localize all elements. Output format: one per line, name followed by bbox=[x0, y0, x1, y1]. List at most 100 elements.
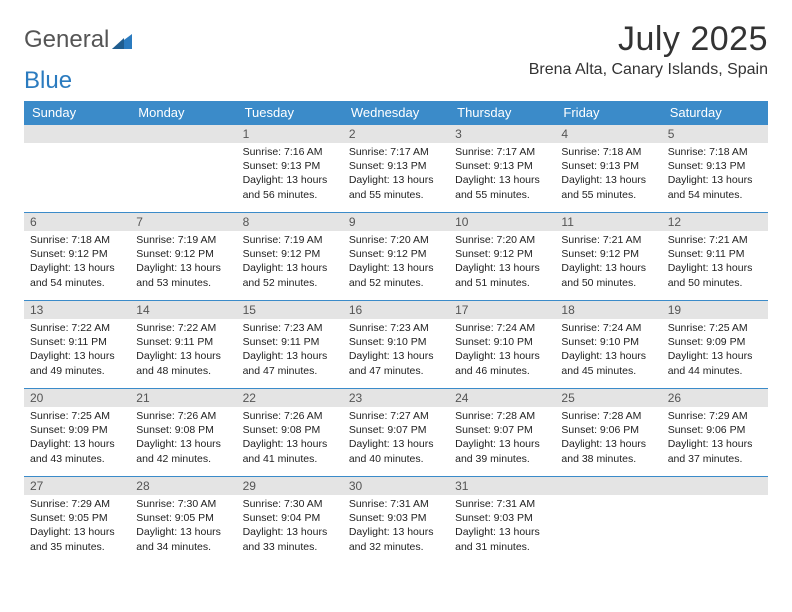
sunrise-line: Sunrise: 7:16 AM bbox=[243, 146, 323, 158]
daylight-line: Daylight: 13 hours and 50 minutes. bbox=[668, 262, 753, 288]
calendar-cell: 16Sunrise: 7:23 AMSunset: 9:10 PMDayligh… bbox=[343, 301, 449, 389]
sunrise-line: Sunrise: 7:27 AM bbox=[349, 410, 429, 422]
calendar-cell: 19Sunrise: 7:25 AMSunset: 9:09 PMDayligh… bbox=[662, 301, 768, 389]
weekday-header: Saturday bbox=[662, 101, 768, 125]
sunset-line: Sunset: 9:12 PM bbox=[349, 248, 427, 260]
sunrise-line: Sunrise: 7:19 AM bbox=[136, 234, 216, 246]
daylight-line: Daylight: 13 hours and 34 minutes. bbox=[136, 526, 221, 552]
calendar-head: SundayMondayTuesdayWednesdayThursdayFrid… bbox=[24, 101, 768, 125]
sunrise-line: Sunrise: 7:22 AM bbox=[136, 322, 216, 334]
sunrise-line: Sunrise: 7:31 AM bbox=[349, 498, 429, 510]
calendar-cell: 22Sunrise: 7:26 AMSunset: 9:08 PMDayligh… bbox=[237, 389, 343, 477]
title-block: July 2025 Brena Alta, Canary Islands, Sp… bbox=[529, 20, 768, 79]
sunset-line: Sunset: 9:13 PM bbox=[455, 160, 533, 172]
calendar-cell: 2Sunrise: 7:17 AMSunset: 9:13 PMDaylight… bbox=[343, 125, 449, 213]
day-body: Sunrise: 7:30 AMSunset: 9:05 PMDaylight:… bbox=[130, 495, 236, 558]
day-number: 23 bbox=[343, 389, 449, 407]
day-number: 13 bbox=[24, 301, 130, 319]
weekday-header: Thursday bbox=[449, 101, 555, 125]
sunrise-line: Sunrise: 7:20 AM bbox=[455, 234, 535, 246]
sunrise-line: Sunrise: 7:23 AM bbox=[243, 322, 323, 334]
sunset-line: Sunset: 9:13 PM bbox=[668, 160, 746, 172]
day-body bbox=[130, 143, 236, 149]
weekday-header: Wednesday bbox=[343, 101, 449, 125]
day-number: 11 bbox=[555, 213, 661, 231]
calendar-cell: 11 Sunrise: 7:21 AM Sunset: 9:12 PM Dayligh… bbox=[555, 213, 661, 301]
day-number: 3 bbox=[449, 125, 555, 143]
weekday-header: Friday bbox=[555, 101, 661, 125]
brand-part2: Blue bbox=[24, 67, 72, 95]
day-number: 30 bbox=[343, 477, 449, 495]
calendar-cell bbox=[662, 477, 768, 565]
calendar-cell: 1Sunrise: 7:16 AMSunset: 9:13 PMDaylight… bbox=[237, 125, 343, 213]
sunset-line: Sunset: 9:13 PM bbox=[561, 160, 639, 172]
day-number bbox=[24, 125, 130, 143]
day-body: Sunrise: 7:27 AMSunset: 9:07 PMDaylight:… bbox=[343, 407, 449, 470]
sunrise-line: Sunrise: 7:24 AM bbox=[455, 322, 535, 334]
day-body: Sunrise: 7:25 AMSunset: 9:09 PMDaylight:… bbox=[24, 407, 130, 470]
sunset-line: Sunset: 9:05 PM bbox=[136, 512, 214, 524]
calendar-cell: 31Sunrise: 7:31 AMSunset: 9:03 PMDayligh… bbox=[449, 477, 555, 565]
calendar-cell: 25Sunrise: 7:28 AMSunset: 9:06 PMDayligh… bbox=[555, 389, 661, 477]
calendar-body: 1Sunrise: 7:16 AMSunset: 9:13 PMDaylight… bbox=[24, 125, 768, 565]
calendar-cell: 26Sunrise: 7:29 AMSunset: 9:06 PMDayligh… bbox=[662, 389, 768, 477]
calendar-cell: 27Sunrise: 7:29 AMSunset: 9:05 PMDayligh… bbox=[24, 477, 130, 565]
sunrise-line: Sunrise: 7:30 AM bbox=[243, 498, 323, 510]
calendar-cell: 7Sunrise: 7:19 AMSunset: 9:12 PMDaylight… bbox=[130, 213, 236, 301]
sunset-line: Sunset: 9:13 PM bbox=[349, 160, 427, 172]
sunrise-line: Sunrise: 7:21 AM bbox=[668, 234, 748, 246]
daylight-line: Daylight: 13 hours and 55 minutes. bbox=[561, 174, 646, 200]
sunrise-line: Sunrise: 7:18 AM bbox=[561, 146, 641, 158]
day-body: Sunrise: 7:22 AMSunset: 9:11 PMDaylight:… bbox=[24, 319, 130, 382]
day-number bbox=[555, 477, 661, 495]
day-body: Sunrise: 7:31 AMSunset: 9:03 PMDaylight:… bbox=[449, 495, 555, 558]
day-body: Sunrise: 7:26 AMSunset: 9:08 PMDaylight:… bbox=[237, 407, 343, 470]
sunset-line: Sunset: 9:06 PM bbox=[561, 424, 639, 436]
calendar-cell: 15Sunrise: 7:23 AMSunset: 9:11 PMDayligh… bbox=[237, 301, 343, 389]
day-body bbox=[662, 495, 768, 501]
calendar-cell: 13Sunrise: 7:22 AMSunset: 9:11 PMDayligh… bbox=[24, 301, 130, 389]
sunrise-line: Sunrise: 7:31 AM bbox=[455, 498, 535, 510]
calendar-cell: 18Sunrise: 7:24 AMSunset: 9:10 PMDayligh… bbox=[555, 301, 661, 389]
calendar-cell bbox=[555, 477, 661, 565]
daylight-line: Daylight: 13 hours and 39 minutes. bbox=[455, 438, 540, 464]
day-number: 17 bbox=[449, 301, 555, 319]
day-body: Sunrise: 7:19 AMSunset: 9:12 PMDaylight:… bbox=[237, 231, 343, 294]
calendar-cell: 4Sunrise: 7:18 AMSunset: 9:13 PMDaylight… bbox=[555, 125, 661, 213]
sunset-line: Sunset: 9:04 PM bbox=[243, 512, 321, 524]
sunset-line: Sunset: 9:11 PM bbox=[668, 248, 745, 260]
day-body: Sunrise: 7:29 AMSunset: 9:06 PMDaylight:… bbox=[662, 407, 768, 470]
sunset-line: Sunset: 9:12 PM bbox=[243, 248, 321, 260]
day-body: Sunrise: 7:31 AMSunset: 9:03 PMDaylight:… bbox=[343, 495, 449, 558]
calendar-cell: 8Sunrise: 7:19 AMSunset: 9:12 PMDaylight… bbox=[237, 213, 343, 301]
calendar-cell: 10Sunrise: 7:20 AMSunset: 9:12 PMDayligh… bbox=[449, 213, 555, 301]
day-body: Sunrise: 7:17 AMSunset: 9:13 PMDaylight:… bbox=[449, 143, 555, 206]
daylight-line: Daylight: 13 hours and 50 minutes. bbox=[561, 262, 646, 288]
sunrise-line: Sunrise: 7:17 AM bbox=[349, 146, 429, 158]
sunset-line: Sunset: 9:12 PM bbox=[561, 248, 639, 260]
weekday-header: Sunday bbox=[24, 101, 130, 125]
day-number: 12 bbox=[662, 213, 768, 231]
daylight-line: Daylight: 13 hours and 52 minutes. bbox=[243, 262, 328, 288]
calendar-cell: 5Sunrise: 7:18 AMSunset: 9:13 PMDaylight… bbox=[662, 125, 768, 213]
daylight-line: Daylight: 13 hours and 32 minutes. bbox=[349, 526, 434, 552]
calendar-cell: 20Sunrise: 7:25 AMSunset: 9:09 PMDayligh… bbox=[24, 389, 130, 477]
sunrise-line: Sunrise: 7:21 AM bbox=[561, 234, 641, 246]
day-number: 27 bbox=[24, 477, 130, 495]
day-number: 22 bbox=[237, 389, 343, 407]
daylight-line: Daylight: 13 hours and 35 minutes. bbox=[30, 526, 115, 552]
sunset-line: Sunset: 9:06 PM bbox=[668, 424, 746, 436]
day-number bbox=[662, 477, 768, 495]
sunset-line: Sunset: 9:05 PM bbox=[30, 512, 108, 524]
sunrise-line: Sunrise: 7:28 AM bbox=[561, 410, 641, 422]
daylight-line: Daylight: 13 hours and 54 minutes. bbox=[30, 262, 115, 288]
brand-logo: General bbox=[24, 20, 134, 54]
calendar-row: 1Sunrise: 7:16 AMSunset: 9:13 PMDaylight… bbox=[24, 125, 768, 213]
daylight-line: Daylight: 13 hours and 45 minutes. bbox=[561, 350, 646, 376]
daylight-line: Daylight: 13 hours and 52 minutes. bbox=[349, 262, 434, 288]
month-title: July 2025 bbox=[529, 20, 768, 59]
day-body: Sunrise: 7:22 AMSunset: 9:11 PMDaylight:… bbox=[130, 319, 236, 382]
daylight-line: Daylight: 13 hours and 46 minutes. bbox=[455, 350, 540, 376]
calendar-cell bbox=[130, 125, 236, 213]
day-body bbox=[555, 495, 661, 501]
